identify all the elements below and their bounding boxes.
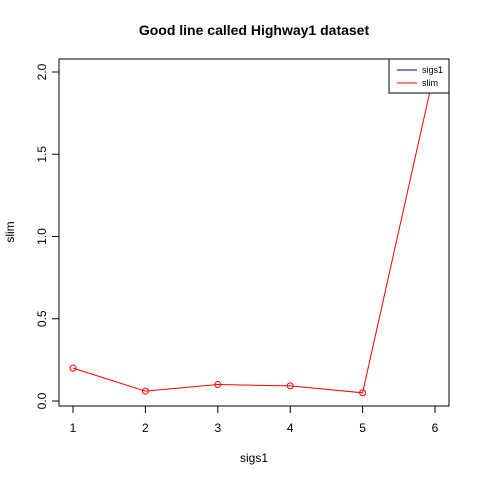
y-tick-label: 0.5 [35,310,49,327]
y-tick-label: 2.0 [35,63,49,80]
legend-label-sigs1: sigs1 [422,65,443,75]
series-line-slim [72,68,436,394]
data-point-slim [69,364,77,372]
y-axis: 0.0 0.5 1.0 1.5 2.0 [35,63,60,409]
x-axis: 1 2 3 4 5 6 [70,405,439,435]
y-tick-label: 0.0 [35,392,49,409]
x-tick-label: 1 [70,421,77,435]
data-point-slim [359,389,367,397]
legend: sigs1 slim [388,58,450,94]
legend-label-slim: slim [422,78,438,88]
x-tick-label: 4 [287,421,294,435]
plot-frame [58,58,450,407]
chart-title: Good line called Highway1 dataset [139,22,370,38]
series-layer [69,65,439,397]
x-tick-label: 5 [359,421,366,435]
y-tick-label: 1.0 [35,228,49,245]
data-point-slim [286,382,294,390]
x-tick-label: 2 [142,421,149,435]
x-axis-label: sigs1 [240,451,268,465]
data-point-slim [214,381,222,389]
data-point-slim [141,387,149,395]
y-axis-label: slim [3,221,17,242]
x-tick-label: 6 [432,421,439,435]
legend-box [388,58,450,94]
x-tick-label: 3 [214,421,221,435]
y-tick-label: 1.5 [35,146,49,163]
